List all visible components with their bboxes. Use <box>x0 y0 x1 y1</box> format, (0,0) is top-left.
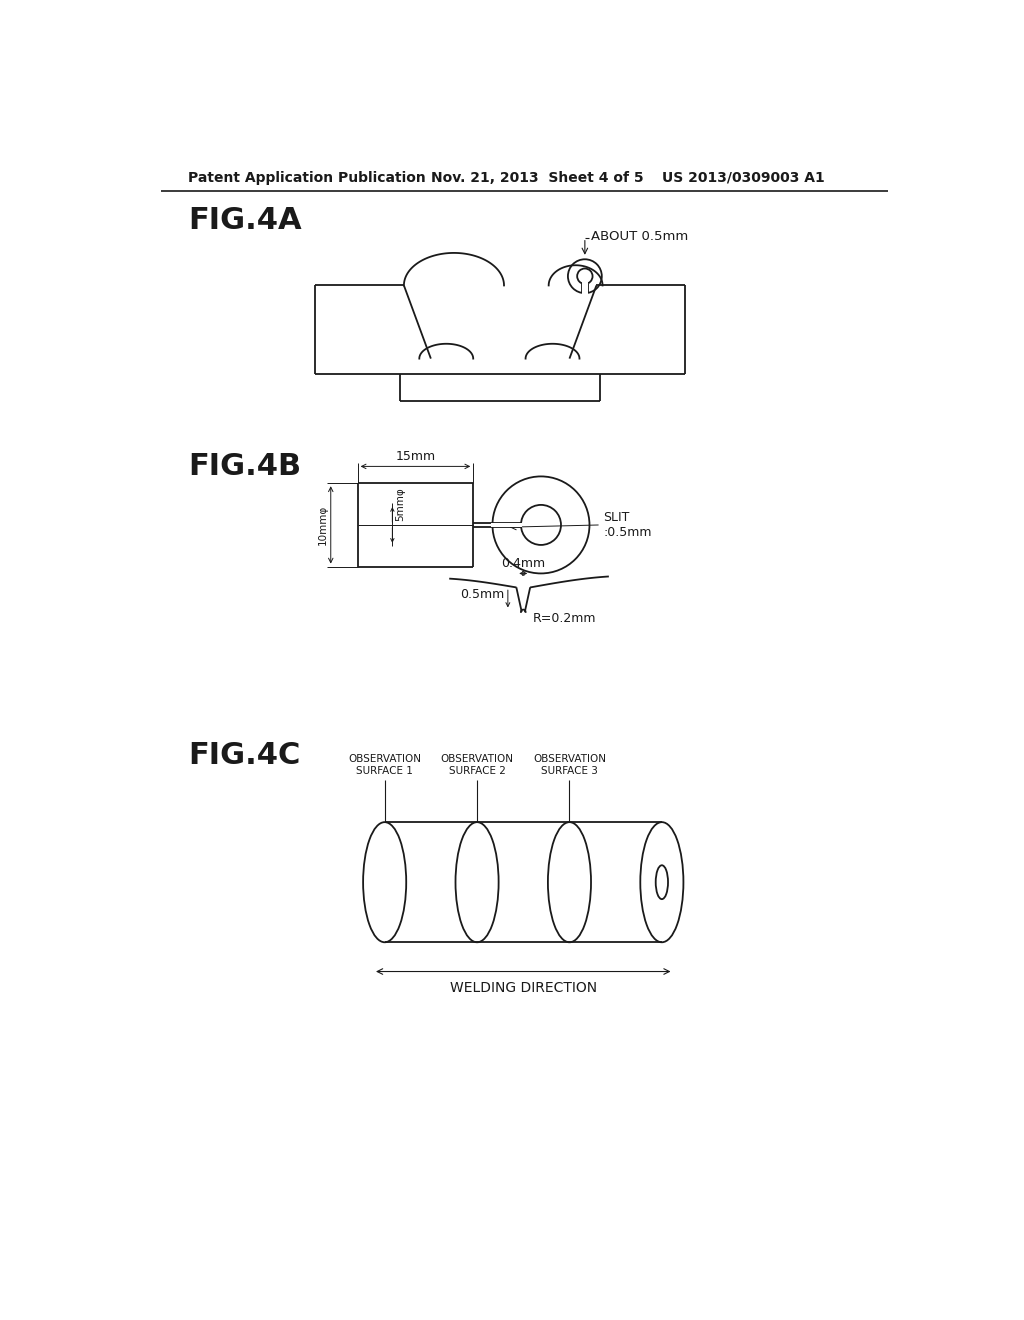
Text: US 2013/0309003 A1: US 2013/0309003 A1 <box>662 170 824 185</box>
Text: OBSERVATION
SURFACE 1: OBSERVATION SURFACE 1 <box>348 754 421 776</box>
Text: 0.5mm: 0.5mm <box>460 589 504 602</box>
Text: SLIT
:0.5mm: SLIT :0.5mm <box>603 511 652 539</box>
Bar <box>490 523 522 527</box>
Text: 15mm: 15mm <box>395 450 435 462</box>
Text: FIG.4C: FIG.4C <box>188 741 301 770</box>
Text: Nov. 21, 2013  Sheet 4 of 5: Nov. 21, 2013 Sheet 4 of 5 <box>431 170 643 185</box>
Text: ABOUT 0.5mm: ABOUT 0.5mm <box>591 230 688 243</box>
Text: 10mmφ: 10mmφ <box>317 504 328 545</box>
Text: FIG.4A: FIG.4A <box>188 206 302 235</box>
Text: OBSERVATION
SURFACE 2: OBSERVATION SURFACE 2 <box>440 754 514 776</box>
Text: R=0.2mm: R=0.2mm <box>532 611 596 624</box>
Text: 0.4mm: 0.4mm <box>501 557 546 570</box>
Text: Patent Application Publication: Patent Application Publication <box>188 170 426 185</box>
Text: WELDING DIRECTION: WELDING DIRECTION <box>450 981 597 995</box>
Text: 5mmφ: 5mmφ <box>395 487 406 521</box>
Text: OBSERVATION
SURFACE 3: OBSERVATION SURFACE 3 <box>532 754 606 776</box>
Bar <box>582 282 588 294</box>
Text: FIG.4B: FIG.4B <box>188 451 301 480</box>
